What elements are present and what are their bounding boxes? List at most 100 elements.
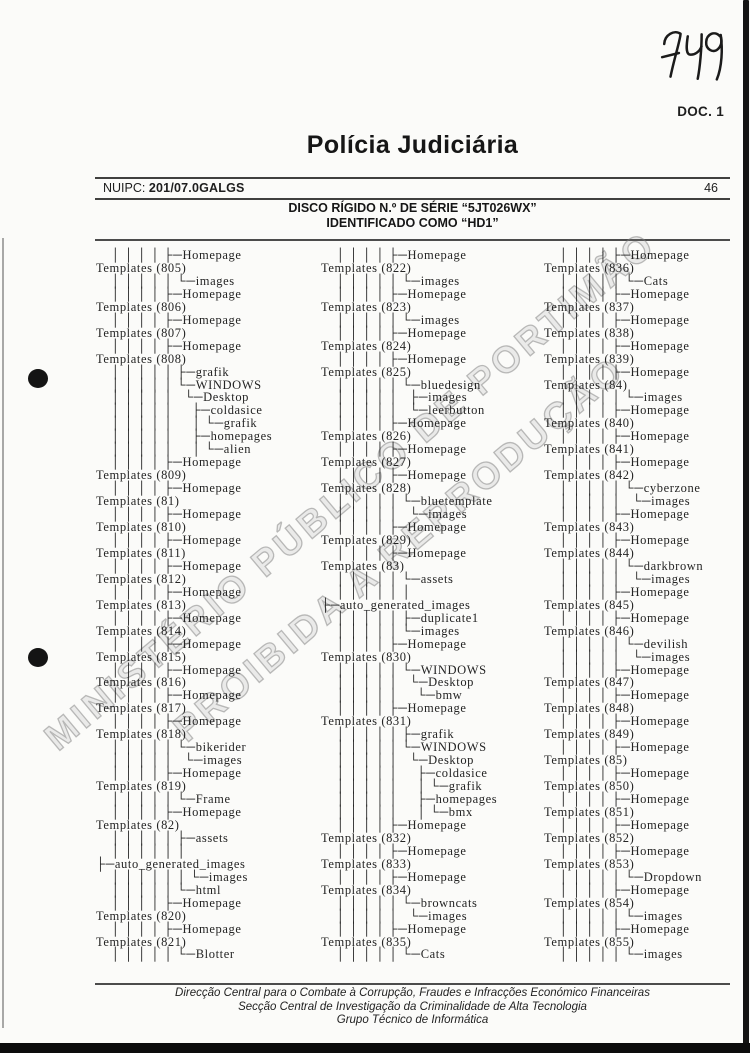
tree-line: │ │ │ │ ├─Homepage: [96, 558, 242, 573]
tree-line: │ │ │ │ ├─Homepage: [544, 429, 690, 444]
tree-line: │ │ │ │ │ └─images: [321, 623, 460, 638]
tree-line: │ │ │ │ │ ├─assets: [96, 830, 229, 845]
tree-line: Templates (833): [321, 856, 412, 871]
tree-line: │ │ │ │ │ └─bikerider: [96, 740, 247, 755]
tree-line: Templates (810): [96, 520, 187, 535]
tree-line: │ │ │ │ │ └─images: [96, 273, 235, 288]
tree-line: Templates (806): [96, 299, 187, 314]
tree-line: │ │ │ │ │ └─Cats: [321, 947, 446, 962]
footer-line-2: Secção Central de Investigação da Crimin…: [238, 1000, 587, 1013]
tree-line: Templates (805): [96, 260, 187, 275]
tree-line: │ │ │ │ ├─Homepage: [96, 636, 242, 651]
tree-line: │ │ │ │ │ └─Blotter: [96, 947, 235, 962]
tree-line: │ │ │ │ ├─Homepage: [544, 843, 690, 858]
tree-line: Templates (812): [96, 571, 187, 586]
tree-line: │ │ │ │ ├─Homepage: [96, 455, 242, 470]
tree-line: │ │ │ │ ├─Homepage: [544, 714, 690, 729]
tree-line: │ │ │ │ │ └─images: [321, 312, 460, 327]
tree-line: Templates (829): [321, 532, 412, 547]
tree-line: │ │ │ │ ├─Homepage: [544, 286, 690, 301]
tree-line: │ │ │ │ │ └─Dropdown: [544, 869, 702, 884]
tree-line: │ │ │ │ ├─Homepage: [544, 792, 690, 807]
tree-line: Templates (815): [96, 649, 187, 664]
tree-line: │ │ │ │ │ └─images: [544, 390, 683, 405]
tree-line: Templates (813): [96, 597, 187, 612]
tree-line: │ │ │ │ ├─Homepage: [96, 714, 242, 729]
page-number: 46: [704, 181, 718, 195]
tree-line: │ │ │ │ │ └─images: [321, 908, 468, 923]
tree-line: │ │ │ │ ├─Homepage: [321, 701, 467, 716]
tree-line: │ │ │ │ │ │: [96, 843, 187, 858]
tree-line: │ │ │ │ ├─Homepage: [96, 921, 242, 936]
tree-line: │ │ │ │ ├─Homepage: [96, 532, 242, 547]
tree-line: Templates (807): [96, 325, 187, 340]
tree-line: │ │ │ │ │ └─images: [544, 947, 683, 962]
tree-line: │ │ │ │ ├─Homepage: [96, 662, 242, 677]
tree-line: │ │ │ │ │ └─browncats: [321, 895, 478, 910]
tree-line: │ │ │ │ │ └─bluetemplate: [321, 494, 493, 509]
tree-line: │ │ │ │ ├─Homepage: [96, 286, 242, 301]
tree-line: │ │ │ │ ├─Homepage: [544, 312, 690, 327]
tree-line: │ │ │ │ │ └─Cats: [544, 273, 669, 288]
tree-line: │ │ │ │ │ └─darkbrown: [544, 558, 704, 573]
tree-line: │ │ │ │ │ │ └─images: [96, 869, 248, 884]
tree-line: │ │ │ │ ├─Homepage: [544, 921, 690, 936]
nuipc-bar: NUIPC: 201/07.0GALGS 46: [95, 177, 730, 200]
tree-line: Templates (840): [544, 416, 635, 431]
tree-line: Templates (825): [321, 364, 412, 379]
tree-line: Templates (851): [544, 804, 635, 819]
tree-line: Templates (818): [96, 727, 187, 742]
tree-line: Templates (831): [321, 714, 412, 729]
tree-line: │ │ │ │ │ └─images: [544, 571, 691, 586]
tree-line: Templates (853): [544, 856, 635, 871]
tree-line: Templates (84): [544, 377, 628, 392]
doc-label: DOC. 1: [677, 104, 724, 119]
tree-line: Templates (809): [96, 468, 187, 483]
tree-line: Templates (841): [544, 442, 635, 457]
tree-column-3: │ │ │ │ ├─Homepage Templates (836) │ │ │ …: [544, 249, 750, 961]
disk-subtitle-line-2: IDENTIFICADO COMO “HD1”: [326, 216, 499, 230]
tree-line: Templates (819): [96, 779, 187, 794]
tree-line: │ │ │ │ ├─Homepage: [544, 364, 690, 379]
tree-line: │ │ │ │ ├─Homepage: [321, 351, 467, 366]
tree-line: Templates (847): [544, 675, 635, 690]
tree-line: │ │ │ │ │ │ └─alien: [96, 442, 252, 457]
tree-line: │ │ │ │ │ │: [321, 584, 412, 599]
tree-line: Templates (838): [544, 325, 635, 340]
tree-line: │ │ │ │ ├─Homepage: [544, 882, 690, 897]
tree-line: │ │ │ │ │ └─Frame: [96, 792, 231, 807]
tree-line: Templates (827): [321, 455, 412, 470]
tree-line: │ │ │ │ ├─Homepage: [321, 869, 467, 884]
tree-line: Templates (837): [544, 299, 635, 314]
tree-line: │ │ │ │ ├─Homepage: [96, 507, 242, 522]
tree-line: │ │ │ │ │ └─bmw: [321, 688, 463, 703]
page-title: Polícia Judiciária: [306, 131, 519, 159]
tree-line: │ │ │ │ ├─Homepage: [96, 584, 242, 599]
tree-line: Templates (842): [544, 468, 635, 483]
tree-line: │ │ │ │ ├─Homepage: [321, 416, 467, 431]
tree-line: Templates (83): [321, 558, 405, 573]
tree-line: │ │ │ │ ├─Homepage: [544, 766, 690, 781]
tree-line: │ │ │ │ ├─Homepage: [321, 468, 467, 483]
tree-line: Templates (821): [96, 934, 187, 949]
tree-line: Templates (844): [544, 545, 635, 560]
tree-line: │ │ │ │ │ ├─images: [321, 390, 468, 405]
tree-line: │ │ │ │ │ ├─homepages: [96, 429, 273, 444]
tree-line: │ │ │ │ │ ├─homepages: [321, 792, 498, 807]
tree-line: │ │ │ │ │ └─devilish: [544, 636, 689, 651]
tree-line: Templates (843): [544, 520, 635, 535]
tree-line: Templates (82): [96, 817, 180, 832]
tree-line: │ │ │ │ │ └─images: [544, 908, 683, 923]
nuipc-text: NUIPC: 201/07.0GALGS: [103, 179, 245, 198]
disk-subtitle: DISCO RÍGIDO N.º DE SÉRIE “5JT026WX” IDE…: [95, 201, 730, 231]
disk-subtitle-line-1: DISCO RÍGIDO N.º DE SÉRIE “5JT026WX”: [288, 201, 537, 215]
tree-line: │ │ │ │ ├─Homepage: [96, 610, 242, 625]
tree-line: │ │ │ │ ├─Homepage: [321, 520, 467, 535]
tree-line: │ │ │ │ │ └─Desktop: [321, 675, 475, 690]
tree-line: │ │ │ │ ├─Homepage: [544, 740, 690, 755]
tree-line: │ │ │ │ ├─Homepage: [544, 248, 690, 262]
tree-line: Templates (845): [544, 597, 635, 612]
tree-line: Templates (852): [544, 830, 635, 845]
tree-line: │ │ │ │ │ └─WINDOWS: [96, 377, 262, 392]
tree-line: Templates (832): [321, 830, 412, 845]
